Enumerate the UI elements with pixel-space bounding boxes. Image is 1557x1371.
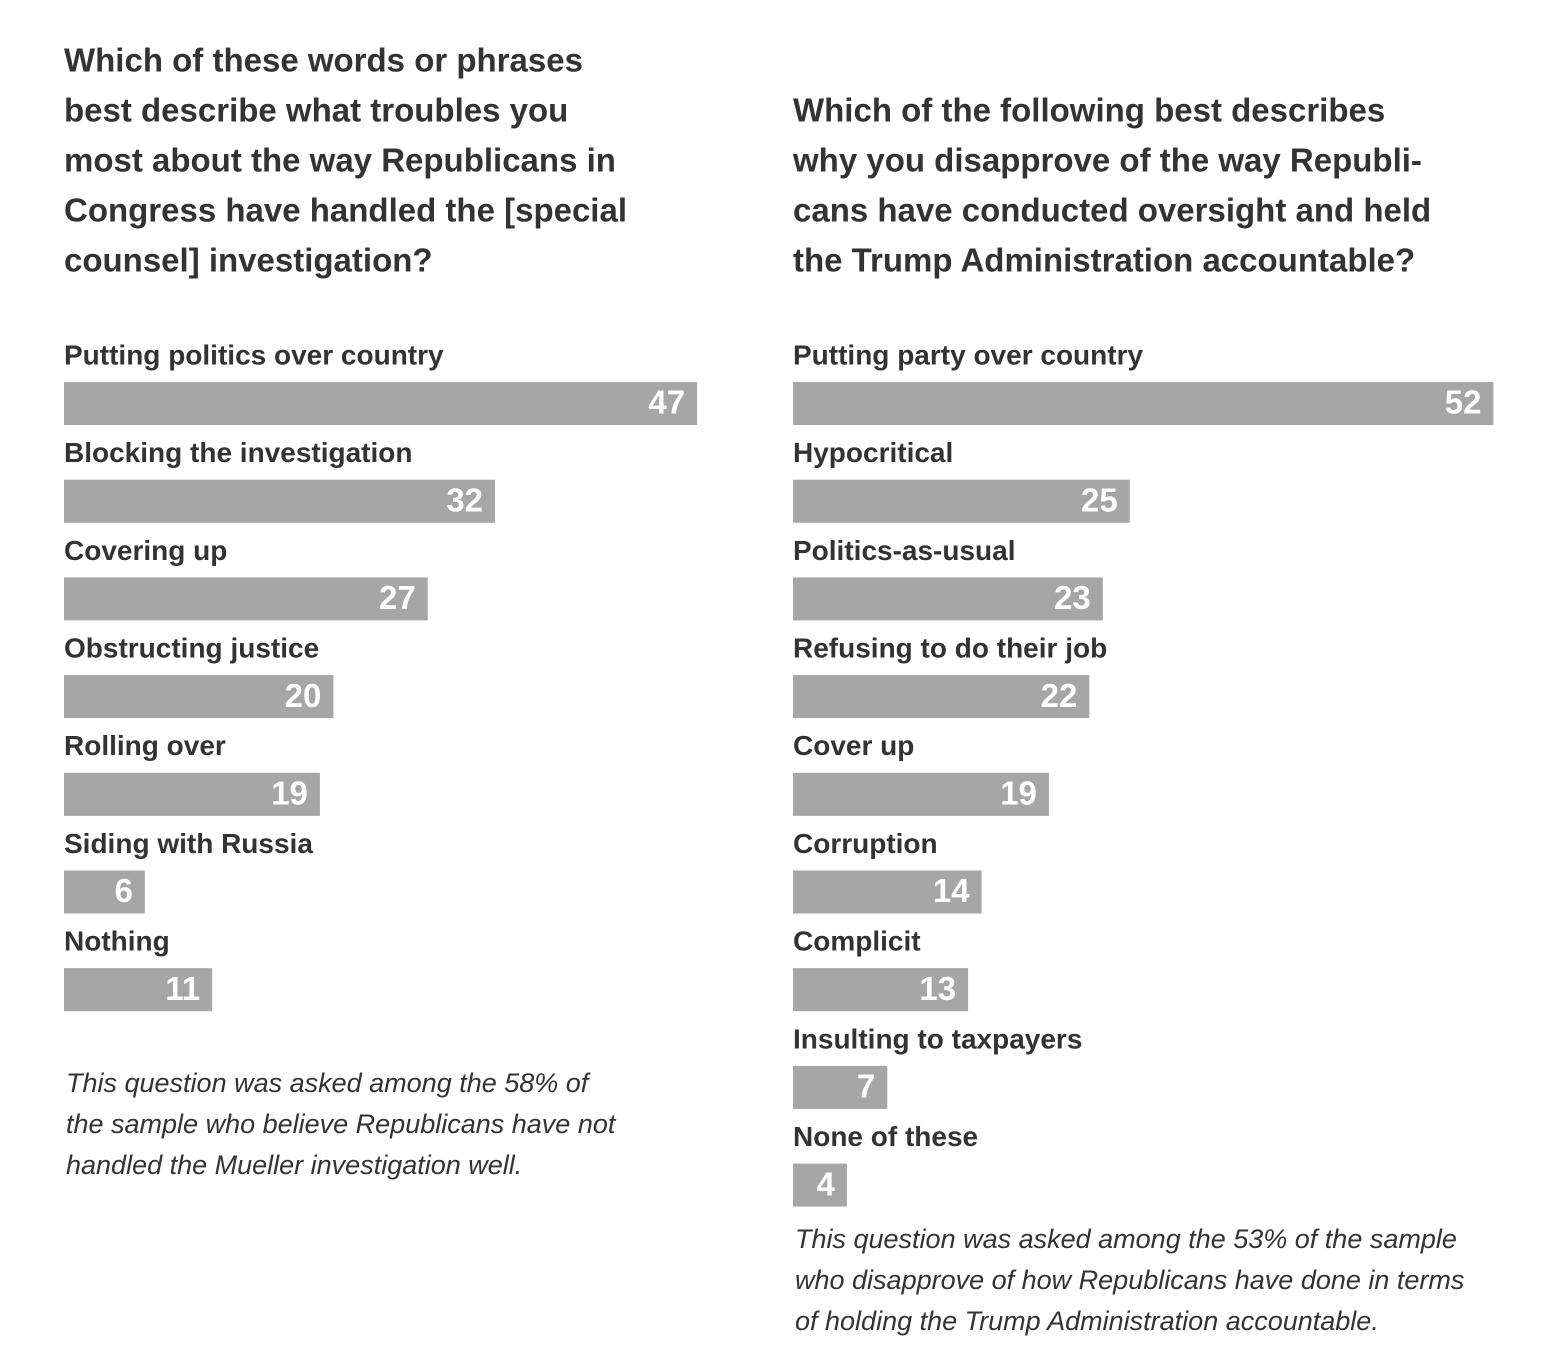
category-label: Putting politics over country (64, 339, 444, 370)
value-label: 22 (1041, 677, 1078, 714)
chart-title: counsel] investigation? (64, 242, 433, 279)
category-label: Cover up (793, 730, 914, 761)
bar (793, 968, 969, 1012)
footnote: This question was asked among the 53% of… (795, 1224, 1457, 1254)
chart-title: Which of the following best describes (793, 92, 1385, 129)
bar (64, 772, 320, 816)
category-label: Rolling over (64, 730, 226, 761)
category-label: Putting party over country (793, 339, 1143, 370)
chart-title: Congress have handled the [special (64, 192, 627, 229)
chart-title: why you disapprove of the way Republi- (792, 142, 1422, 179)
bar (64, 382, 698, 425)
bar (793, 772, 1049, 816)
category-label: Covering up (64, 535, 227, 566)
category-label: Obstructing justice (64, 632, 319, 663)
value-label: 25 (1081, 481, 1118, 518)
value-label: 19 (1000, 775, 1037, 812)
value-label: 32 (446, 481, 483, 518)
chart-title: cans have conducted oversight and held (793, 192, 1431, 229)
value-label: 47 (648, 384, 685, 421)
chart-title: best describe what troubles you (64, 92, 568, 129)
bar (793, 675, 1090, 719)
value-label: 27 (379, 579, 416, 616)
footnote: the sample who believe Republicans have … (66, 1109, 617, 1139)
value-label: 11 (165, 970, 200, 1007)
footnote: of holding the Trump Administration acco… (795, 1306, 1379, 1336)
value-label: 14 (933, 872, 970, 909)
value-label: 23 (1054, 579, 1091, 616)
bar (64, 479, 496, 523)
value-label: 7 (857, 1068, 875, 1105)
category-label: None of these (793, 1121, 978, 1152)
bar (793, 577, 1103, 621)
category-label: Corruption (793, 828, 938, 859)
value-label: 52 (1445, 384, 1482, 421)
value-label: 20 (285, 677, 322, 714)
chart-title: most about the way Republicans in (64, 142, 616, 179)
category-label: Blocking the investigation (64, 437, 412, 468)
bar (64, 968, 213, 1012)
bar (793, 1163, 847, 1207)
bar (793, 1065, 888, 1109)
bar (64, 870, 145, 914)
bar (64, 675, 334, 719)
chart-title: the Trump Administration accountable? (793, 242, 1415, 279)
bar (793, 479, 1130, 523)
value-label: 19 (271, 775, 308, 812)
chart-title: Which of these words or phrases (64, 42, 583, 79)
value-label: 13 (919, 970, 956, 1007)
category-label: Politics-as-usual (793, 535, 1016, 566)
bar (64, 577, 428, 621)
category-label: Siding with Russia (64, 828, 313, 859)
category-label: Refusing to do their job (793, 632, 1107, 663)
value-label: 6 (114, 872, 132, 909)
value-label: 4 (817, 1165, 836, 1202)
bar (793, 382, 1494, 425)
footnote: who disapprove of how Republicans have d… (795, 1265, 1464, 1295)
category-label: Insulting to taxpayers (793, 1023, 1082, 1054)
bar (793, 870, 982, 914)
category-label: Hypocritical (793, 437, 953, 468)
category-label: Complicit (793, 926, 921, 957)
footnote: This question was asked among the 58% of (66, 1068, 591, 1098)
footnote: handled the Mueller investigation well. (66, 1150, 522, 1180)
category-label: Nothing (64, 926, 170, 957)
